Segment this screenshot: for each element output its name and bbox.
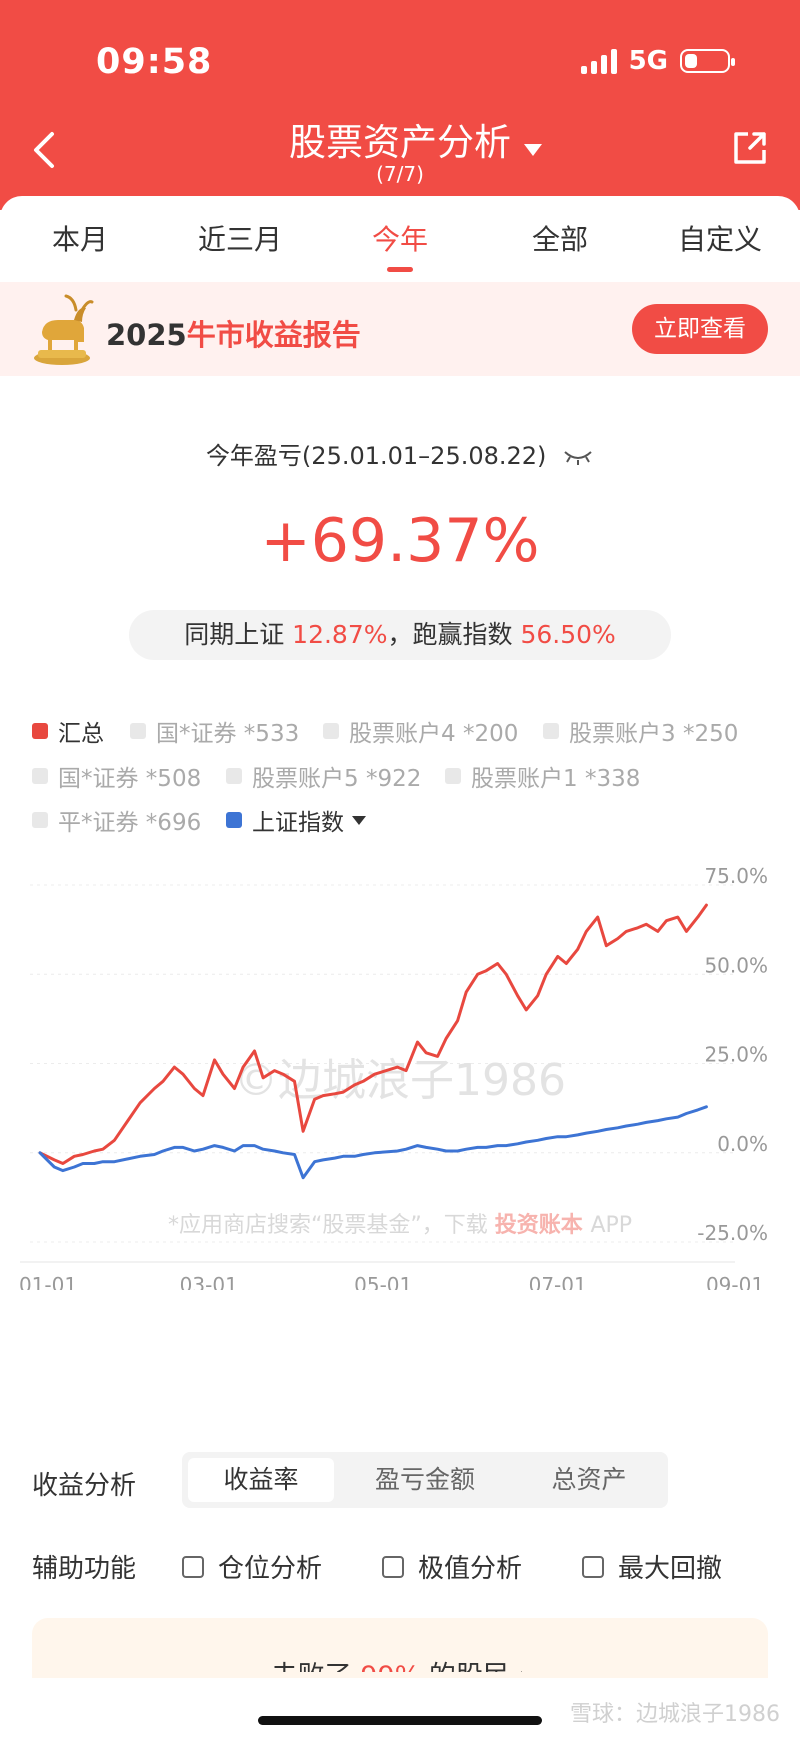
legend-item-account[interactable]: 国*证券 *508	[32, 759, 201, 793]
y-tick-label: 50.0%	[704, 953, 768, 977]
title-dropdown-icon[interactable]	[524, 144, 542, 156]
pnl-period-label: 今年盈亏(25.01.01–25.08.22)	[0, 436, 800, 471]
tab-this-month[interactable]: 本月	[51, 223, 109, 256]
chart-footnote: *应用商店搜索“股票基金”，下载 投资账本 APP	[168, 1213, 632, 1238]
legend-item-account[interactable]: 股票账户4 *200	[323, 714, 518, 748]
x-tick-label: 07-01	[529, 1273, 587, 1290]
position-analysis-checkbox[interactable]: 仓位分析	[182, 1548, 322, 1585]
chevron-down-icon[interactable]	[352, 815, 366, 825]
tab-three-months[interactable]: 近三月	[197, 223, 283, 256]
legend-item-account[interactable]: 股票账户1 *338	[445, 759, 640, 793]
page-counter: (7/7)	[376, 162, 424, 186]
extreme-analysis-checkbox[interactable]: 极值分析	[382, 1548, 522, 1585]
legend-item-account[interactable]: 国*证券 *533	[130, 714, 299, 748]
legend-item-account[interactable]: 股票账户5 *922	[226, 759, 421, 793]
y-tick-label: 75.0%	[704, 864, 768, 888]
active-tab-indicator	[387, 267, 413, 272]
beat-investors-text: 击败了 99% 的股民 ›	[0, 1654, 800, 1672]
index-comparison: 同期上证 12.87%，跑赢指数 56.50%	[129, 610, 671, 660]
segment-total-assets[interactable]: 总资产	[551, 1465, 627, 1494]
aux-label: 辅助功能	[32, 1554, 137, 1584]
network-type: 5G	[628, 46, 668, 76]
app-header	[0, 0, 800, 210]
max-drawdown-checkbox[interactable]: 最大回撤	[582, 1548, 722, 1585]
x-tick-label: 03-01	[180, 1273, 238, 1290]
period-tabs: 本月 近三月 今年 全部 自定义	[0, 196, 800, 282]
share-icon[interactable]	[730, 128, 770, 168]
series-line-total	[38, 903, 708, 1165]
return-line-chart[interactable]: 75.0% 50.0% 25.0% 0.0% -25.0% 01-01 03-01 05-01…	[0, 850, 800, 1290]
y-tick-label: -25.0%	[697, 1221, 768, 1245]
y-tick-label: 0.0%	[717, 1132, 768, 1156]
analysis-segmented-control: 收益率 盈亏金额 总资产	[182, 1452, 668, 1508]
tab-all[interactable]: 全部	[531, 223, 589, 256]
golden-bull-icon	[34, 294, 94, 365]
x-tick-label: 01-01	[19, 1273, 77, 1290]
analysis-label: 收益分析	[32, 1471, 137, 1501]
home-indicator[interactable]	[258, 1716, 542, 1725]
segment-pnl-amount[interactable]: 盈亏金额	[374, 1465, 475, 1494]
battery-icon	[680, 49, 735, 73]
legend-item-account[interactable]: 股票账户3 *250	[543, 714, 738, 748]
chart-watermark: ©边城浪子1986	[234, 1055, 566, 1106]
back-icon[interactable]	[26, 128, 66, 172]
x-tick-label: 09-01	[706, 1273, 764, 1290]
banner-title: 2025牛市收益报告	[106, 318, 361, 352]
legend-item-total[interactable]: 汇总	[32, 714, 104, 748]
beat-investors-card[interactable]	[32, 1618, 768, 1678]
x-tick-label: 05-01	[354, 1273, 412, 1290]
status-indicators: 5G	[580, 46, 735, 76]
hide-amount-icon[interactable]	[562, 448, 594, 466]
legend-item-index[interactable]: 上证指数	[226, 803, 366, 837]
source-watermark: 雪球：边城浪子1986	[570, 1702, 780, 1727]
total-return-value: +69.37%	[260, 506, 540, 576]
view-report-button[interactable]: 立即查看	[632, 304, 768, 354]
signal-icon	[580, 48, 617, 74]
tab-this-year[interactable]: 今年	[371, 223, 429, 256]
y-tick-label: 25.0%	[704, 1043, 768, 1067]
page-title[interactable]: 股票资产分析	[289, 121, 511, 164]
legend-item-account[interactable]: 平*证券 *696	[32, 803, 201, 837]
series-line-index	[38, 1105, 708, 1180]
segment-return-rate[interactable]: 收益率	[188, 1458, 334, 1502]
status-time: 09:58	[96, 42, 213, 82]
tab-custom[interactable]: 自定义	[677, 223, 763, 256]
